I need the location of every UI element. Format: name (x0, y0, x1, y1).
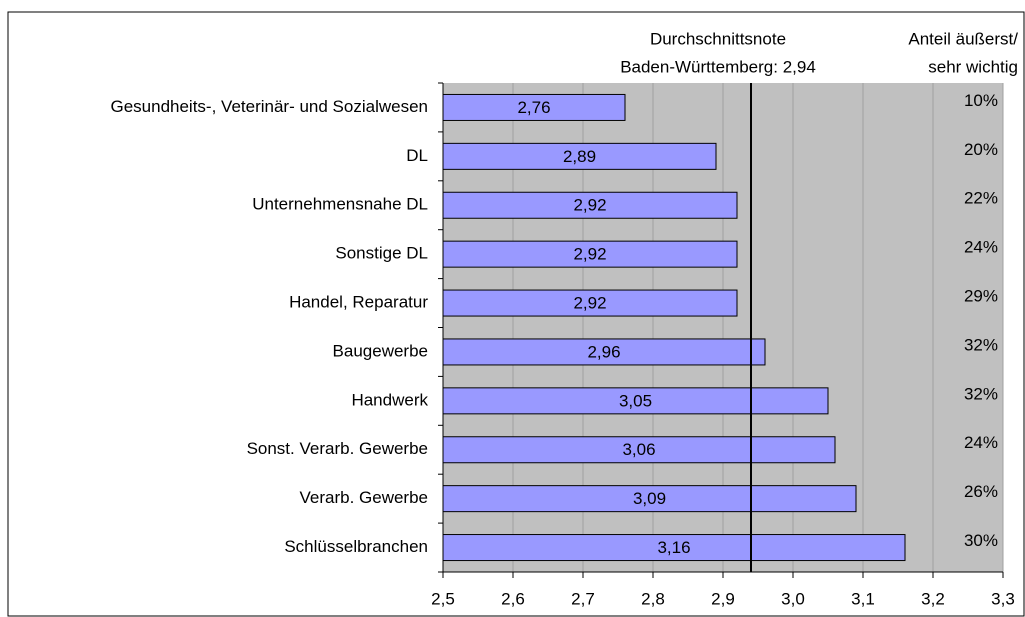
value-label: 2,92 (573, 294, 606, 313)
reference-label: Baden-Württemberg: 2,94 (620, 57, 816, 76)
y-tick-label: Baugewerbe (333, 341, 428, 360)
x-tick-label: 3,1 (851, 589, 875, 608)
bar (442, 142, 717, 170)
x-tick-label: 2,5 (431, 589, 455, 608)
share-label: 24% (964, 433, 998, 452)
y-tick-label: Gesundheits-, Veterinär- und Sozialwesen (110, 97, 428, 116)
share-label: 30% (964, 531, 998, 550)
x-tick-label: 3,2 (921, 589, 945, 608)
value-label: 3,09 (633, 489, 666, 508)
bar (442, 289, 738, 317)
share-label: 24% (964, 238, 998, 257)
x-tick-label: 2,7 (571, 589, 595, 608)
y-tick-label: Sonstige DL (335, 244, 428, 263)
value-label: 2,76 (517, 98, 550, 117)
value-label: 2,96 (587, 342, 620, 361)
value-label: 2,92 (573, 196, 606, 215)
share-label: 20% (964, 140, 998, 159)
x-tick-label: 2,8 (641, 589, 665, 608)
bar (442, 436, 836, 464)
share-subtitle: sehr wichtig (928, 57, 1018, 76)
x-tick-label: 3,3 (991, 589, 1015, 608)
y-tick-label: Unternehmensnahe DL (252, 195, 428, 214)
chart-frame (7, 11, 1025, 617)
bar (442, 485, 857, 513)
reference-title: Durchschnittsnote (650, 29, 786, 48)
share-title: Anteil äußerst/ (908, 29, 1018, 48)
share-label: 10% (964, 91, 998, 110)
x-tick-label: 3,0 (781, 589, 805, 608)
share-label: 32% (964, 384, 998, 403)
value-label: 2,89 (563, 147, 596, 166)
bar (442, 191, 738, 219)
value-label: 3,06 (622, 440, 655, 459)
bar (442, 93, 626, 121)
share-label: 29% (964, 287, 998, 306)
bar (442, 240, 738, 268)
y-tick-label: Handwerk (351, 390, 428, 409)
bar (442, 338, 766, 366)
share-label: 22% (964, 189, 998, 208)
share-label: 26% (964, 482, 998, 501)
y-tick-label: Sonst. Verarb. Gewerbe (247, 439, 428, 458)
x-tick-label: 2,6 (501, 589, 525, 608)
share-label: 32% (964, 335, 998, 354)
y-tick-label: Schlüsselbranchen (284, 537, 428, 556)
bar (442, 534, 906, 562)
bar (442, 387, 829, 415)
y-tick-label: Verarb. Gewerbe (299, 488, 428, 507)
y-tick-label: DL (406, 146, 428, 165)
value-label: 3,05 (619, 391, 652, 410)
value-label: 3,16 (657, 538, 690, 557)
x-tick-label: 2,9 (711, 589, 735, 608)
y-tick-label: Handel, Reparatur (289, 293, 428, 312)
value-label: 2,92 (573, 245, 606, 264)
